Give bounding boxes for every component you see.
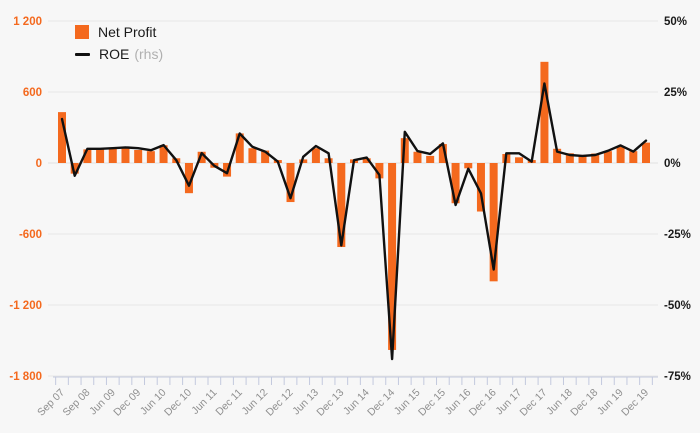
legend-item-net-profit[interactable]: Net Profit [75,24,163,40]
svg-text:-75%: -75% [664,371,691,383]
svg-text:Dec 17: Dec 17 [518,387,550,419]
roe-line-swatch-icon [75,52,90,56]
svg-text:1 200: 1 200 [13,16,42,28]
net-profit-swatch-icon [75,25,89,39]
svg-text:Dec 19: Dec 19 [619,387,651,419]
svg-text:-50%: -50% [664,300,691,312]
svg-text:Dec 09: Dec 09 [111,387,143,419]
net-profit-legend-label: Net Profit [98,24,157,40]
legend: Net Profit ROE (rhs) [75,24,163,62]
svg-text:-1 200: -1 200 [9,300,42,312]
svg-text:Dec 15: Dec 15 [416,387,448,419]
legend-item-roe[interactable]: ROE (rhs) [75,46,163,62]
roe-legend-label: ROE [99,46,130,62]
svg-text:Dec 11: Dec 11 [213,387,245,419]
svg-text:-600: -600 [19,229,42,241]
roe-rhs-suffix-label: (rhs) [134,46,164,62]
svg-text:-25%: -25% [664,229,691,241]
svg-text:0%: 0% [664,158,681,170]
svg-text:Dec 10: Dec 10 [162,387,194,419]
svg-text:Sep 08: Sep 08 [60,387,92,419]
svg-text:25%: 25% [664,87,687,99]
svg-text:0: 0 [36,158,42,170]
svg-text:-1 800: -1 800 [9,371,42,383]
svg-text:Dec 18: Dec 18 [568,387,600,419]
svg-text:Sep 07: Sep 07 [35,387,67,419]
svg-text:Dec 13: Dec 13 [314,387,346,419]
svg-text:50%: 50% [664,16,687,28]
svg-text:Dec 16: Dec 16 [467,387,499,419]
svg-text:Dec 12: Dec 12 [264,387,296,419]
svg-text:600: 600 [23,87,42,99]
svg-text:Dec 14: Dec 14 [365,387,397,419]
